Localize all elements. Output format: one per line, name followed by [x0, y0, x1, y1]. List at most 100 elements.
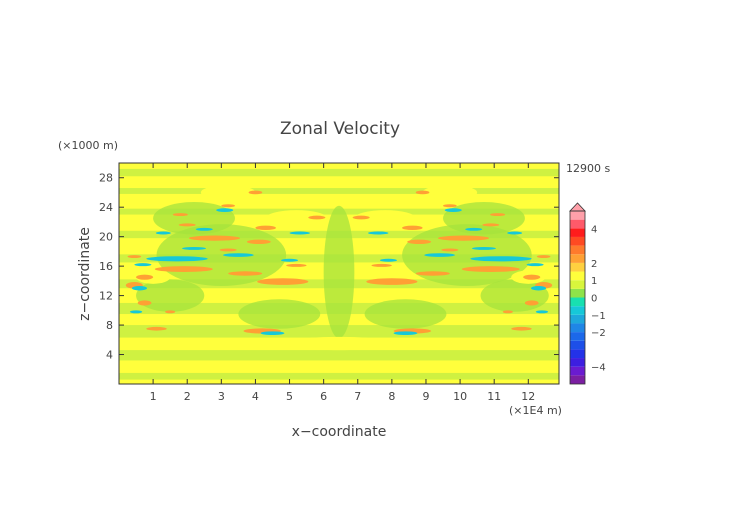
plot-frame	[118, 162, 560, 385]
x-unit-label: (×1E4 m)	[509, 404, 562, 417]
negative-anomaly	[223, 253, 254, 257]
positive-anomaly	[137, 300, 152, 306]
x-tick-label: 12	[521, 390, 535, 403]
positive-anomaly	[407, 239, 432, 245]
negative-anomaly	[155, 231, 171, 235]
positive-anomaly	[221, 204, 235, 208]
x-tick-label: 6	[320, 390, 327, 403]
colorbar-swatch	[570, 211, 585, 220]
positive-anomaly	[255, 225, 276, 231]
time-label: 12900 s	[566, 162, 610, 175]
positive-anomaly	[308, 215, 326, 220]
colorbar-tick-label: −1	[591, 311, 606, 322]
colorbar-frame	[569, 210, 586, 385]
colorbar: 4 2 1 0 −1 −2 −4	[569, 202, 606, 385]
colorbar-swatch	[570, 375, 585, 384]
colorbar-swatch	[570, 332, 585, 341]
negative-anomaly	[526, 263, 544, 267]
negative-anomaly	[260, 331, 285, 336]
field-lens	[284, 336, 394, 351]
positive-anomaly	[136, 274, 154, 280]
x-tick-label: 2	[184, 390, 191, 403]
colorbar-swatch	[570, 236, 585, 246]
positive-anomaly	[366, 278, 418, 285]
positive-anomaly	[523, 274, 541, 280]
negative-anomaly	[393, 331, 418, 336]
y-tick-label: 20	[99, 231, 113, 244]
negative-anomaly	[531, 286, 547, 291]
y-tick-label: 16	[99, 260, 113, 273]
y-tick-label: 28	[99, 172, 113, 185]
negative-anomaly	[216, 208, 234, 212]
colorbar-swatch	[570, 271, 585, 281]
positive-anomaly	[461, 266, 520, 273]
y-tick-label: 8	[106, 319, 113, 332]
negative-anomaly	[472, 246, 496, 250]
positive-anomaly	[178, 223, 196, 227]
positive-anomaly	[415, 271, 450, 276]
negative-anomaly	[195, 227, 213, 231]
negative-anomaly	[146, 256, 208, 262]
colorbar-swatch	[570, 358, 585, 367]
plot-area	[119, 163, 559, 384]
colorbar-swatch	[570, 288, 585, 298]
colorbar-swatch	[570, 366, 585, 376]
colorbar-tick-label: 2	[591, 259, 597, 270]
y-axis: 4 8 12 16 20 24 28	[99, 172, 559, 362]
negative-anomaly	[444, 208, 462, 212]
x-tick-label: 3	[218, 390, 225, 403]
field-band	[119, 168, 559, 177]
colorbar-swatch	[570, 349, 585, 359]
positive-anomaly	[437, 235, 490, 241]
colorbar-tick-label: −4	[591, 363, 606, 374]
colorbar-swatch	[570, 323, 585, 333]
x-tick-label: 10	[453, 390, 467, 403]
positive-anomaly	[188, 235, 241, 241]
negative-anomaly	[424, 253, 455, 257]
positive-anomaly	[352, 215, 370, 220]
field-lobe	[364, 299, 447, 329]
positive-anomaly	[502, 310, 513, 314]
positive-anomaly	[286, 263, 307, 267]
positive-anomaly	[511, 326, 532, 331]
positive-anomaly	[246, 239, 271, 245]
field-band	[119, 372, 559, 380]
x-tick-label: 11	[487, 390, 501, 403]
positive-anomaly	[127, 255, 142, 259]
negative-anomaly	[129, 310, 143, 314]
field-lens	[265, 210, 328, 227]
positive-anomaly	[172, 213, 188, 217]
y-tick-label: 4	[106, 349, 113, 362]
positive-anomaly	[490, 213, 506, 217]
colorbar-swatch	[570, 314, 585, 324]
negative-anomaly	[131, 286, 147, 291]
positive-anomaly	[524, 300, 539, 306]
positive-anomaly	[443, 204, 457, 208]
field-lobe	[323, 205, 355, 339]
colorbar-swatch	[570, 245, 585, 255]
negative-anomaly	[281, 258, 299, 262]
colorbar-tick-label: 0	[591, 294, 597, 305]
positive-anomaly	[371, 263, 392, 267]
negative-anomaly	[134, 263, 152, 267]
colorbar-swatch	[570, 280, 585, 289]
colorbar-tick-label: −2	[591, 328, 606, 339]
field-band	[119, 350, 559, 361]
colorbar-tick-label: 1	[591, 276, 597, 287]
x-tick-label: 7	[354, 390, 361, 403]
negative-anomaly	[465, 227, 483, 231]
x-axis-label: x−coordinate	[292, 424, 387, 440]
colorbar-extend-arrow	[569, 202, 586, 212]
x-tick-label: 9	[422, 390, 429, 403]
negative-anomaly	[289, 231, 311, 235]
y-tick-label: 24	[99, 201, 113, 214]
colorbar-swatch	[570, 297, 585, 307]
y-tick-label: 12	[99, 290, 113, 303]
x-tick-label: 1	[150, 390, 157, 403]
negative-anomaly	[507, 231, 523, 235]
y-unit-label: (×1000 m)	[58, 139, 118, 152]
colorbar-swatch	[570, 340, 585, 350]
positive-anomaly	[165, 310, 176, 314]
positive-anomaly	[248, 190, 263, 195]
